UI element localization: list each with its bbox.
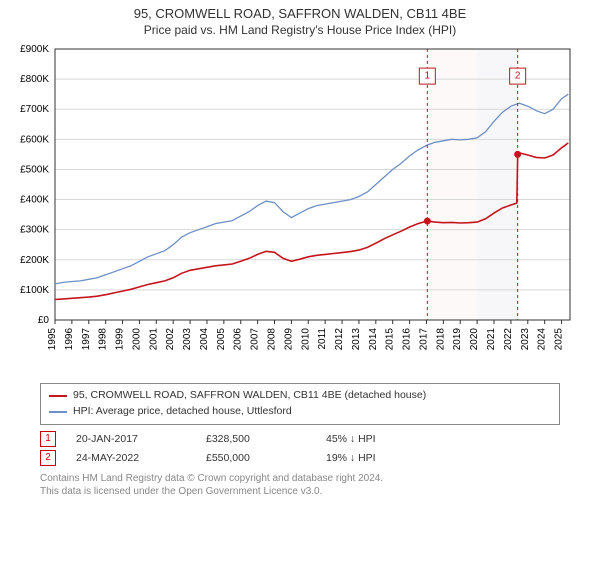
svg-text:2004: 2004: [199, 328, 210, 351]
event-delta: 45% ↓ HPI: [326, 433, 376, 445]
event-row: 2 24-MAY-2022 £550,000 19% ↓ HPI: [40, 450, 560, 466]
svg-text:£0: £0: [38, 315, 50, 326]
svg-text:2007: 2007: [250, 328, 261, 351]
svg-text:2024: 2024: [537, 328, 548, 351]
chart-container: £0 £100K £200K £300K £400K £500K £600K £700K £80…: [10, 45, 590, 375]
svg-text:£600K: £600K: [20, 134, 49, 145]
svg-text:2020: 2020: [469, 328, 480, 351]
svg-text:£200K: £200K: [20, 255, 49, 266]
svg-text:£700K: £700K: [20, 104, 49, 115]
svg-text:£300K: £300K: [20, 225, 49, 236]
event-badge: 2: [40, 450, 56, 466]
svg-text:1995: 1995: [47, 328, 58, 351]
svg-text:2025: 2025: [554, 328, 565, 351]
svg-text:£800K: £800K: [20, 74, 49, 85]
svg-text:1: 1: [425, 71, 431, 82]
event-date: 20-JAN-2017: [76, 433, 186, 445]
svg-text:2: 2: [515, 71, 521, 82]
svg-text:£400K: £400K: [20, 195, 49, 206]
svg-text:2023: 2023: [520, 328, 531, 351]
svg-text:2017: 2017: [418, 328, 429, 351]
svg-text:2016: 2016: [402, 328, 413, 351]
svg-text:2006: 2006: [233, 328, 244, 351]
svg-text:1999: 1999: [115, 328, 126, 351]
svg-text:2021: 2021: [486, 328, 497, 351]
legend-label: HPI: Average price, detached house, Uttl…: [73, 404, 292, 420]
event-delta: 19% ↓ HPI: [326, 452, 376, 464]
svg-text:2022: 2022: [503, 328, 514, 351]
event-date: 24-MAY-2022: [76, 452, 186, 464]
legend-row: 95, CROMWELL ROAD, SAFFRON WALDEN, CB11 …: [49, 388, 551, 404]
event-row: 1 20-JAN-2017 £328,500 45% ↓ HPI: [40, 431, 560, 447]
svg-text:2000: 2000: [131, 328, 142, 351]
svg-text:2010: 2010: [300, 328, 311, 351]
svg-text:2015: 2015: [385, 328, 396, 351]
svg-text:1996: 1996: [64, 328, 75, 351]
svg-text:2014: 2014: [368, 328, 379, 351]
legend-swatch: [49, 395, 67, 397]
svg-text:2003: 2003: [182, 328, 193, 351]
svg-text:£100K: £100K: [20, 285, 49, 296]
legend: 95, CROMWELL ROAD, SAFFRON WALDEN, CB11 …: [40, 383, 560, 425]
svg-text:2019: 2019: [452, 328, 463, 351]
svg-text:1998: 1998: [98, 328, 109, 351]
svg-text:2011: 2011: [317, 328, 328, 350]
svg-text:£900K: £900K: [20, 45, 49, 55]
svg-text:2018: 2018: [435, 328, 446, 351]
svg-text:2005: 2005: [216, 328, 227, 351]
svg-text:2002: 2002: [165, 328, 176, 351]
price-chart: £0 £100K £200K £300K £400K £500K £600K £700K £80…: [10, 45, 580, 375]
page-subtitle: Price paid vs. HM Land Registry's House …: [0, 23, 600, 37]
event-price: £550,000: [206, 452, 306, 464]
svg-text:2012: 2012: [334, 328, 345, 351]
legend-label: 95, CROMWELL ROAD, SAFFRON WALDEN, CB11 …: [73, 388, 426, 404]
footer: Contains HM Land Registry data © Crown c…: [40, 472, 560, 498]
svg-text:£500K: £500K: [20, 164, 49, 175]
legend-row: HPI: Average price, detached house, Uttl…: [49, 404, 551, 420]
footer-line-2: This data is licensed under the Open Gov…: [40, 485, 560, 498]
events-table: 1 20-JAN-2017 £328,500 45% ↓ HPI 2 24-MAY-202…: [40, 431, 560, 466]
svg-text:2001: 2001: [148, 328, 159, 351]
legend-swatch: [49, 411, 67, 413]
svg-text:2009: 2009: [283, 328, 294, 351]
footer-line-1: Contains HM Land Registry data © Crown c…: [40, 472, 560, 485]
page-title: 95, CROMWELL ROAD, SAFFRON WALDEN, CB11 …: [0, 6, 600, 21]
svg-text:2008: 2008: [267, 328, 278, 351]
svg-text:2013: 2013: [351, 328, 362, 351]
event-badge: 1: [40, 431, 56, 447]
event-price: £328,500: [206, 433, 306, 445]
svg-text:1997: 1997: [81, 328, 92, 351]
